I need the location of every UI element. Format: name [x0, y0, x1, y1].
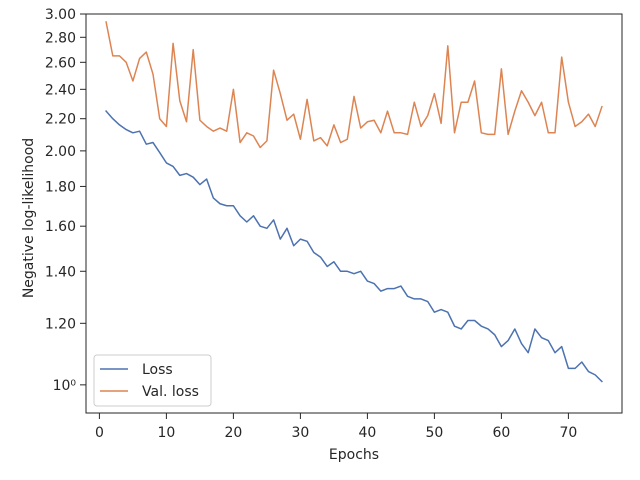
x-tick-label: 50 — [425, 425, 443, 441]
x-axis-label: Epochs — [329, 447, 379, 463]
y-tick-label: 1.80 — [45, 179, 76, 195]
x-tick-label: 60 — [492, 425, 510, 441]
y-axis-label: Negative log-likelihood — [21, 138, 37, 298]
y-tick-label: 1.20 — [45, 316, 76, 332]
plot-frame — [85, 13, 623, 414]
x-tick-label: 70 — [559, 425, 577, 441]
y-tick-label: 2.20 — [45, 112, 76, 128]
x-axis: 0 10 20 30 40 50 60 70 — [95, 413, 577, 441]
y-tick-label: 2.40 — [45, 82, 76, 98]
x-tick-label: 10 — [157, 425, 175, 441]
y-tick-label: 1.40 — [45, 264, 76, 280]
legend-label-val-loss: Val. loss — [142, 384, 199, 400]
legend-label-loss: Loss — [142, 362, 173, 378]
y-tick-label: 2.80 — [45, 30, 76, 46]
x-tick-label: 20 — [224, 425, 242, 441]
y-tick-label: 10⁰ — [53, 378, 77, 394]
series-line-val-loss — [105, 21, 603, 149]
y-tick-label: 2.00 — [45, 144, 76, 160]
legend: Loss Val. loss — [93, 354, 212, 407]
x-tick-label: 30 — [291, 425, 309, 441]
y-tick-label: 3.00 — [45, 7, 76, 23]
x-tick-label: 0 — [95, 425, 104, 441]
y-tick-label: 2.60 — [45, 55, 76, 71]
y-axis: 10⁰ 1.20 1.40 1.60 1.80 2.00 2.20 2.40 2.60 2.80 3… — [45, 7, 86, 394]
y-tick-label: 1.60 — [45, 219, 76, 235]
series-layer — [105, 21, 603, 383]
series-line-loss — [105, 110, 603, 383]
x-tick-label: 40 — [358, 425, 376, 441]
legend-box — [93, 354, 212, 407]
